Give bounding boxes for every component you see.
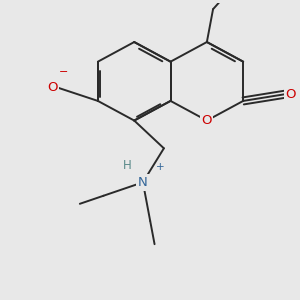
Text: O: O xyxy=(47,81,57,94)
Text: O: O xyxy=(202,114,212,127)
Text: N: N xyxy=(138,176,148,189)
Text: +: + xyxy=(156,162,165,172)
Text: −: − xyxy=(59,67,68,77)
Text: H: H xyxy=(123,159,131,172)
Text: O: O xyxy=(286,88,296,101)
